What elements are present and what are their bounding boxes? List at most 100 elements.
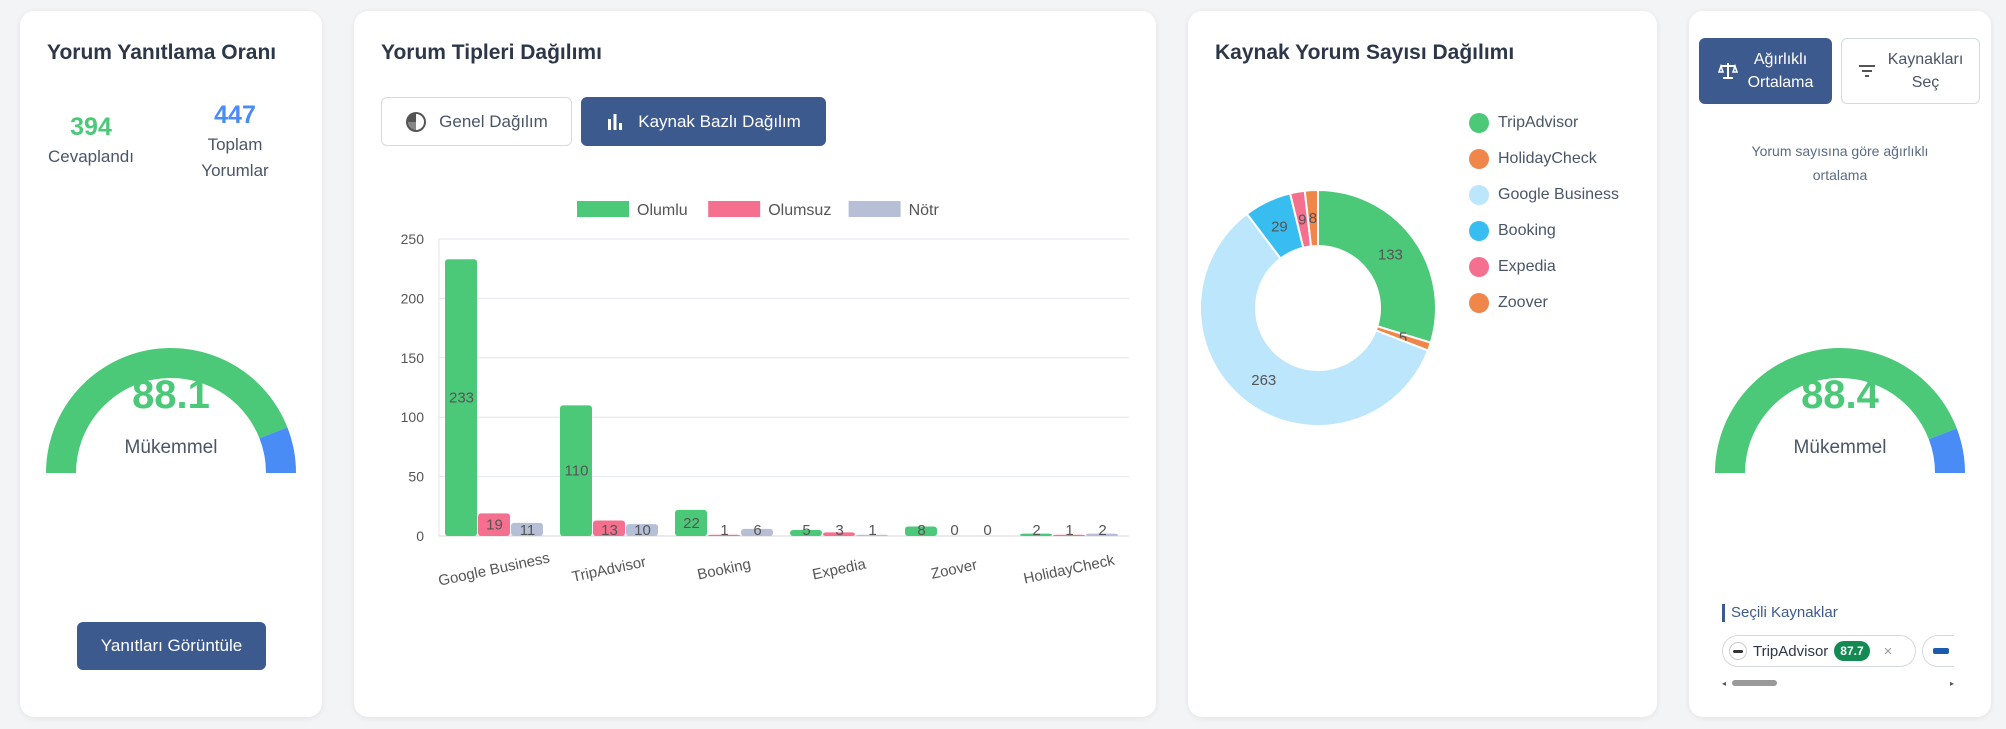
filter-icon (1858, 65, 1875, 77)
donut-slice-zoover[interactable] (1303, 188, 1319, 248)
donut-value-label: 5 (1399, 329, 1407, 346)
legend-label: Zoover (1498, 294, 1548, 311)
bar-nötr[interactable] (511, 522, 543, 536)
donut-value-label: 133 (1378, 247, 1403, 264)
source-distribution-donut-chart: 133 5 263 29 9 8 (1199, 188, 1437, 427)
legend-item-booking[interactable]: Booking (1469, 221, 1556, 241)
view-replies-button[interactable]: Yanıtları Görüntüle (77, 622, 266, 670)
bar-olumsuz[interactable] (708, 534, 740, 536)
legend-label: Booking (1498, 222, 1556, 239)
y-tick-label: 150 (401, 350, 425, 366)
weighted-average-label: Ağırlıklı Ortalama (1748, 48, 1814, 94)
answered-stat: 394 Cevaplandı (26, 113, 156, 170)
y-tick-label: 100 (401, 409, 425, 425)
weighted-description: Yorum sayısına göre ağırlıklı ortalama (1689, 139, 1991, 187)
total-label-line2: Yorumlar (201, 161, 269, 180)
legend-label: Google Business (1498, 186, 1619, 203)
tab-general-distribution[interactable]: Genel Dağılım (381, 97, 572, 146)
select-line1: Kaynakları (1887, 51, 1964, 68)
bar-value-label: 110 (565, 463, 589, 480)
x-tick-label: Expedia (811, 556, 868, 584)
legend-label: HolidayCheck (1498, 150, 1597, 167)
source-chip-remove-icon[interactable]: × (1883, 642, 1893, 660)
bar-nötr[interactable] (741, 528, 773, 536)
x-tick-label: HolidayCheck (1022, 552, 1117, 588)
bar-olumlu[interactable] (675, 509, 707, 536)
legend-dot (1469, 221, 1489, 241)
legend-label: Nötr (909, 202, 940, 219)
balance-scale-icon (1717, 63, 1738, 79)
source-distribution-card: Kaynak Yorum Sayısı Dağılımı 133 5 263 29 9 8… (1188, 11, 1657, 717)
bar-olumlu[interactable] (790, 530, 822, 536)
weighted-average-card: Ağırlıklı Ortalama Kaynakları Seç Yorum … (1689, 11, 1991, 717)
bar-value-label: 1 (868, 522, 876, 539)
weighted-line2: Ortalama (1747, 74, 1814, 91)
gauge-green-arc (1715, 347, 1957, 473)
total-label: Toplam Yorumlar (170, 132, 300, 184)
bar-olumlu[interactable] (1020, 533, 1052, 536)
donut-slice-tripadvisor[interactable] (1317, 188, 1437, 344)
weighted-line1: Ağırlıklı (1753, 51, 1808, 68)
legend-dot (1469, 257, 1489, 277)
bar-nötr[interactable] (1086, 533, 1118, 536)
bar-nötr[interactable] (626, 524, 658, 536)
bar-value-label: 8 (917, 522, 925, 539)
legend-item-olumlu[interactable]: Olumlu (577, 201, 688, 219)
answered-label: Cevaplandı (47, 147, 134, 166)
y-tick-label: 250 (401, 231, 425, 247)
bar-olumsuz[interactable] (1053, 534, 1085, 536)
legend-item-nötr[interactable]: Nötr (848, 201, 940, 219)
bar-olumsuz[interactable] (823, 532, 855, 536)
pie-chart-icon (406, 111, 427, 132)
weighted-gauge-label: Mükemmel (1793, 437, 1887, 458)
booking-logo-icon (1933, 648, 1949, 654)
source-chip-score: 87.7 (1834, 641, 1870, 661)
bar-olumlu[interactable] (560, 405, 592, 536)
legend-item-holidaycheck[interactable]: HolidayCheck (1469, 149, 1597, 169)
x-tick-label: Booking (696, 556, 753, 584)
reply-rate-gauge (46, 348, 296, 473)
bar-olumlu[interactable] (905, 526, 937, 536)
weighted-gauge (1715, 347, 1965, 473)
select-sources-button[interactable]: Kaynakları Seç (1841, 38, 1980, 104)
legend-swatch (848, 201, 901, 217)
bar-value-label: 2 (1032, 522, 1040, 539)
source-chip-next[interactable] (1922, 635, 1954, 667)
legend-item-olumsuz[interactable]: Olumsuz (708, 201, 831, 219)
selected-sources-title: Seçili Kaynaklar (1722, 604, 1838, 622)
legend-label: Expedia (1498, 258, 1556, 275)
legend-dot (1469, 185, 1489, 205)
legend-item-expedia[interactable]: Expedia (1469, 257, 1556, 277)
source-chip-name: TripAdvisor (1753, 642, 1829, 660)
bar-value-label: 2 (1098, 522, 1106, 539)
bar-value-label: 233 (449, 390, 474, 407)
chip-scrollbar-thumb[interactable] (1732, 680, 1777, 686)
bar-value-label: 22 (683, 515, 700, 532)
legend-item-google-business[interactable]: Google Business (1469, 185, 1619, 205)
weighted-average-button[interactable]: Ağırlıklı Ortalama (1699, 38, 1832, 104)
legend-item-zoover[interactable]: Zoover (1469, 293, 1548, 313)
gauge-blue-arc (1928, 428, 1965, 473)
bar-value-label: 1 (1065, 522, 1073, 539)
tab-source-distribution[interactable]: Kaynak Bazlı Dağılım (581, 97, 826, 146)
bar-value-label: 19 (486, 517, 503, 534)
bar-olumsuz[interactable] (478, 513, 510, 536)
weighted-gauge-value: 88.4 (1801, 373, 1879, 417)
bar-olumsuz[interactable] (593, 520, 625, 536)
y-tick-label: 50 (408, 469, 424, 485)
bar-nötr[interactable] (856, 534, 888, 536)
donut-value-label: 8 (1309, 210, 1317, 227)
chip-scrollbar[interactable]: ◂ ▸ (1722, 679, 1954, 688)
select-line2: Seç (1911, 74, 1940, 91)
legend-label: TripAdvisor (1498, 114, 1579, 131)
source-chip-tripadvisor[interactable]: TripAdvisor 87.7 × (1722, 635, 1916, 667)
tripadvisor-logo-icon (1729, 642, 1747, 660)
legend-item-tripadvisor[interactable]: TripAdvisor (1469, 113, 1578, 133)
legend-label: Olumlu (637, 202, 688, 219)
donut-slice-google-business[interactable] (1199, 212, 1430, 427)
reply-rate-gauge-value: 88.1 (132, 373, 210, 417)
review-types-title: Yorum Tipleri Dağılımı (381, 41, 602, 64)
reply-rate-gauge-label: Mükemmel (124, 437, 218, 458)
bar-olumlu[interactable] (445, 259, 477, 536)
x-tick-label: Zoover (929, 556, 978, 582)
